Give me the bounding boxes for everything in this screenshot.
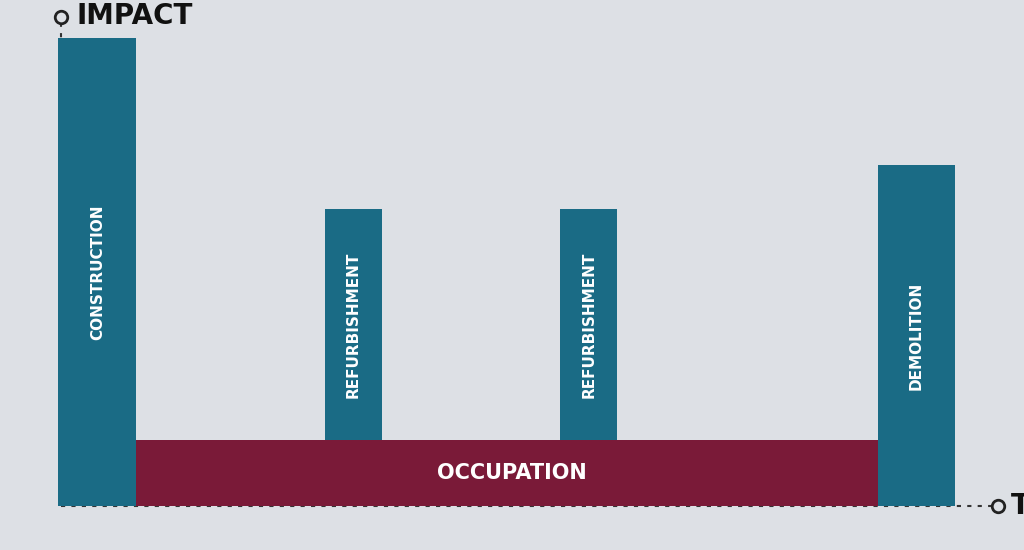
Text: TIME: TIME	[1011, 492, 1024, 520]
Text: CONSTRUCTION: CONSTRUCTION	[90, 205, 104, 340]
Bar	[560, 209, 617, 440]
Text: DEMOLITION: DEMOLITION	[909, 282, 924, 389]
Text: REFURBISHMENT: REFURBISHMENT	[346, 251, 360, 398]
Text: OCCUPATION: OCCUPATION	[437, 463, 587, 483]
Bar	[325, 209, 382, 440]
Bar	[878, 165, 955, 506]
Bar	[58, 39, 136, 506]
Bar	[133, 440, 916, 506]
Text: IMPACT: IMPACT	[77, 3, 194, 30]
Text: REFURBISHMENT: REFURBISHMENT	[582, 251, 596, 398]
